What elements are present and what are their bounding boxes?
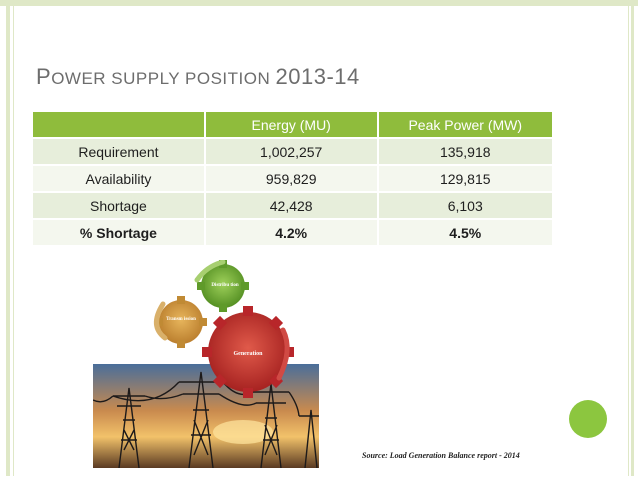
header-cell-energy: Energy (MU) — [204, 112, 379, 138]
header-cell-empty — [33, 112, 206, 138]
table-row-requirement: Requirement 1,002,257 135,918 — [33, 137, 552, 165]
accent-dot-icon — [569, 400, 607, 438]
energy-value: 1,002,257 — [204, 137, 379, 165]
peak-power-value: 129,815 — [377, 164, 552, 192]
energy-value: 42,428 — [204, 191, 379, 219]
distribution-gear-icon: Distribu tion — [197, 260, 249, 312]
slide-border-left — [6, 6, 10, 476]
gear-label-transmission: Transm ission — [166, 317, 196, 322]
pylon-icons — [93, 371, 319, 468]
slide-border-top — [0, 0, 638, 6]
table-header-row: Energy (MU) Peak Power (MW) — [33, 112, 552, 138]
title-initial: P — [36, 64, 52, 89]
table-row-shortage: Shortage 42,428 6,103 — [33, 191, 552, 219]
peak-power-value: 4.5% — [377, 218, 552, 245]
slide-title: POWER SUPPLY POSITION 2013-14 — [36, 64, 360, 90]
row-label: Requirement — [33, 137, 206, 165]
sun-glow — [213, 420, 273, 444]
power-grid-illustration: Generation Transm ission Distribu tion — [93, 260, 319, 468]
cycle-arrows — [154, 260, 290, 381]
peak-power-value: 6,103 — [377, 191, 552, 219]
peak-power-value: 135,918 — [377, 137, 552, 165]
row-label: Shortage — [33, 191, 206, 219]
slide-border-right-thin — [628, 6, 629, 476]
energy-value: 959,829 — [204, 164, 379, 192]
row-label: % Shortage — [33, 218, 206, 245]
header-cell-peak-power: Peak Power (MW) — [377, 112, 552, 138]
power-supply-table: Energy (MU) Peak Power (MW) Requirement … — [33, 112, 552, 245]
gear-label-distribution: Distribu tion — [211, 283, 239, 288]
source-citation: Source: Load Generation Balance report -… — [362, 451, 520, 460]
slide-border-right — [631, 6, 634, 476]
title-smallcaps: OWER SUPPLY POSITION — [51, 69, 276, 88]
table-row-percent-shortage: % Shortage 4.2% 4.5% — [33, 218, 552, 245]
slide-border-left-thin — [13, 6, 14, 476]
title-year: 2013-14 — [275, 64, 360, 89]
energy-value: 4.2% — [204, 218, 379, 245]
table-row-availability: Availability 959,829 129,815 — [33, 164, 552, 192]
row-label: Availability — [33, 164, 206, 192]
gear-label-generation: Generation — [234, 351, 264, 357]
